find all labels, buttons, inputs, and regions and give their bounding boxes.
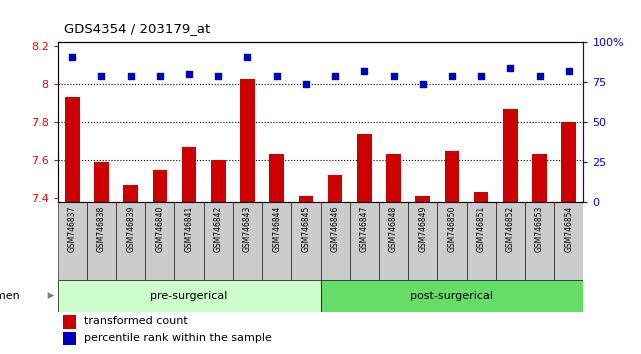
Bar [415, 196, 430, 202]
Text: specimen: specimen [0, 291, 20, 301]
Point [154, 73, 165, 79]
Text: GSM746844: GSM746844 [272, 206, 281, 252]
Point [330, 73, 340, 79]
Text: GSM746853: GSM746853 [535, 206, 544, 252]
Bar [495, 202, 525, 280]
Bar [328, 175, 342, 202]
Bar [58, 280, 320, 312]
Point [476, 73, 487, 79]
Bar [474, 192, 488, 202]
Bar [357, 133, 372, 202]
Text: transformed count: transformed count [84, 316, 188, 326]
Point [301, 81, 311, 87]
Bar [65, 97, 79, 202]
Bar [204, 202, 233, 280]
Point [272, 73, 282, 79]
Bar [116, 202, 146, 280]
Text: GSM746837: GSM746837 [68, 206, 77, 252]
Point [213, 73, 224, 79]
Bar [269, 154, 284, 202]
Text: GSM746846: GSM746846 [331, 206, 340, 252]
Text: GSM746840: GSM746840 [155, 206, 164, 252]
Bar [174, 202, 204, 280]
Point [505, 65, 515, 71]
Point [535, 73, 545, 79]
Bar [240, 79, 255, 202]
Point [242, 54, 253, 59]
Point [184, 72, 194, 77]
Bar [182, 147, 196, 202]
Bar [408, 202, 437, 280]
Point [388, 73, 399, 79]
Bar [63, 315, 76, 329]
Bar [299, 196, 313, 202]
Text: GSM746841: GSM746841 [185, 206, 194, 252]
Bar [262, 202, 291, 280]
Bar [94, 162, 109, 202]
Bar [554, 202, 583, 280]
Text: GSM746843: GSM746843 [243, 206, 252, 252]
Bar [211, 160, 226, 202]
Text: post-surgerical: post-surgerical [410, 291, 494, 301]
Text: GSM746848: GSM746848 [389, 206, 398, 252]
Point [359, 68, 369, 74]
Bar [320, 202, 350, 280]
Point [126, 73, 136, 79]
Bar [437, 202, 467, 280]
Bar [153, 170, 167, 202]
Bar [525, 202, 554, 280]
Bar [379, 202, 408, 280]
Text: GSM746851: GSM746851 [477, 206, 486, 252]
Text: pre-surgerical: pre-surgerical [151, 291, 228, 301]
Point [96, 73, 106, 79]
Text: GSM746847: GSM746847 [360, 206, 369, 252]
Bar [532, 154, 547, 202]
Text: GDS4354 / 203179_at: GDS4354 / 203179_at [64, 22, 210, 35]
Bar [146, 202, 174, 280]
Text: GSM746845: GSM746845 [301, 206, 310, 252]
Point [447, 73, 457, 79]
Text: GSM746850: GSM746850 [447, 206, 456, 252]
Bar [87, 202, 116, 280]
Bar [320, 280, 583, 312]
Text: GSM746854: GSM746854 [564, 206, 573, 252]
Bar [233, 202, 262, 280]
Bar [562, 122, 576, 202]
Text: GSM746842: GSM746842 [214, 206, 223, 252]
Text: GSM746852: GSM746852 [506, 206, 515, 252]
Text: GSM746838: GSM746838 [97, 206, 106, 252]
Bar [291, 202, 320, 280]
Bar [387, 154, 401, 202]
Bar [503, 109, 518, 202]
Text: GSM746849: GSM746849 [418, 206, 427, 252]
Bar [467, 202, 495, 280]
Bar [58, 202, 87, 280]
Point [67, 54, 78, 59]
Bar [124, 185, 138, 202]
Bar [350, 202, 379, 280]
Text: GSM746839: GSM746839 [126, 206, 135, 252]
Bar [445, 150, 459, 202]
Point [563, 68, 574, 74]
Point [417, 81, 428, 87]
Bar [63, 332, 76, 345]
Text: percentile rank within the sample: percentile rank within the sample [84, 333, 272, 343]
